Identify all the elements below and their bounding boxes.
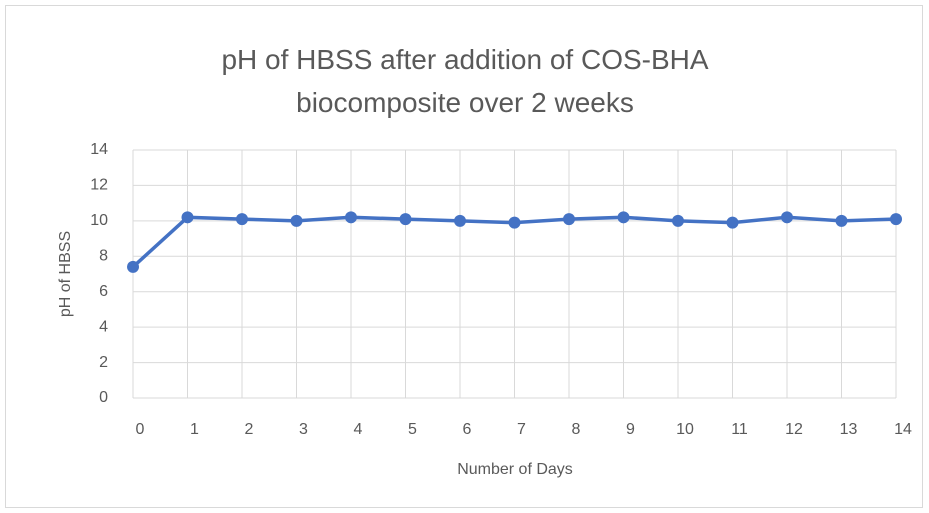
data-point (127, 260, 139, 273)
data-point (345, 211, 357, 224)
x-tick-label: 9 (626, 421, 635, 438)
data-point (236, 213, 248, 226)
x-tick-label: 7 (517, 421, 526, 438)
y-tick-label: 10 (90, 212, 108, 229)
x-tick-label: 2 (245, 421, 254, 438)
x-tick-label: 4 (354, 421, 363, 438)
x-tick-label: 14 (894, 421, 912, 438)
x-tick-label: 1 (190, 421, 199, 438)
y-tick-label: 4 (99, 318, 108, 335)
data-point (508, 216, 521, 229)
y-tick-label: 0 (99, 389, 108, 406)
data-point (781, 211, 793, 224)
x-tick-label: 13 (840, 421, 858, 438)
data-point (181, 211, 194, 224)
x-tick-label: 8 (572, 421, 581, 438)
data-point (563, 213, 575, 226)
x-axis-label: Number of Days (457, 461, 573, 478)
data-point (726, 216, 739, 229)
data-point (454, 214, 466, 227)
data-point (672, 214, 684, 227)
y-tick-label: 6 (99, 283, 108, 300)
y-tick-label: 14 (90, 141, 108, 158)
x-tick-label: 0 (136, 421, 145, 438)
y-tick-label: 8 (99, 248, 108, 265)
data-point (835, 214, 848, 227)
data-point (399, 213, 412, 226)
x-tick-label: 5 (408, 421, 417, 438)
x-tick-label: 6 (463, 421, 472, 438)
data-point (617, 211, 630, 224)
chart-title: pH of HBSS after addition of COS-BHA bio… (221, 44, 709, 118)
x-tick-label: 12 (785, 421, 803, 438)
data-point (890, 213, 902, 226)
data-point (290, 214, 303, 227)
y-axis-label: pH of HBSS (57, 231, 74, 317)
y-tick-label: 12 (90, 177, 108, 194)
x-tick-label: 3 (299, 421, 308, 438)
y-tick-label: 2 (99, 354, 108, 371)
x-tick-label: 11 (731, 421, 748, 438)
x-tick-label: 10 (676, 421, 694, 438)
